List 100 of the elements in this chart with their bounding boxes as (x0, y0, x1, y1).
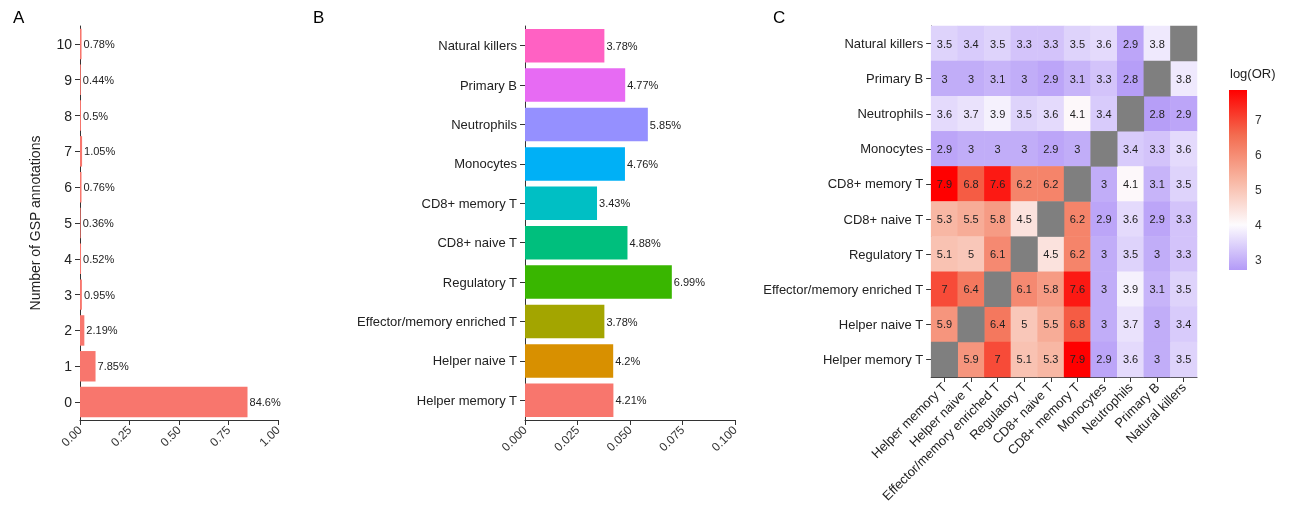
data-label: 3 (1021, 72, 1028, 85)
data-label: 3.1 (989, 72, 1006, 85)
data-label: 3.3 (1176, 213, 1192, 226)
data-label: 5.85% (649, 118, 682, 131)
y-tick-label: Monocytes (454, 156, 518, 172)
data-label: 3.1 (1149, 177, 1165, 190)
data-label: 3.3 (1096, 72, 1112, 85)
y-tick-label: 5 (64, 215, 73, 231)
data-label: 7.9 (936, 177, 953, 190)
y-tick-label: 8 (64, 107, 73, 124)
data-label: 3.5 (1176, 177, 1192, 190)
y-tick-label: Natural killers (438, 38, 518, 54)
data-label: 3.6 (1043, 107, 1059, 120)
y-tick-label: 10 (56, 35, 73, 52)
data-label: 6.4 (963, 283, 979, 296)
data-label: 3 (967, 72, 975, 85)
data-label: 3.4 (963, 37, 979, 50)
y-tick-label: Helper naive T (838, 316, 924, 332)
y-tick-label: 4 (64, 250, 73, 267)
data-label: 5.1 (1016, 353, 1032, 366)
data-label: 3 (1100, 248, 1108, 261)
x-tick-label: 0.25 (108, 422, 135, 450)
data-label: 7.9 (1069, 353, 1086, 366)
data-label: 2.9 (1176, 107, 1192, 120)
data-label: 3 (1154, 318, 1161, 331)
data-label: 0.36% (82, 217, 115, 229)
data-label: 3.5 (1122, 248, 1139, 261)
data-label: 6.2 (1016, 177, 1032, 190)
y-tick-label: Regulatory T (442, 274, 518, 290)
data-label: 6.2 (1043, 177, 1059, 190)
color-bar-label: 7 (1255, 113, 1262, 128)
data-label: 3 (1154, 353, 1161, 366)
y-tick-label: Primary B (866, 71, 924, 87)
data-label: 3 (941, 72, 948, 85)
y-tick-label: Effector/memory enriched T (357, 314, 518, 329)
text: C (773, 8, 786, 27)
data-label: 6.8 (963, 177, 979, 190)
data-label: 3.5 (936, 37, 953, 50)
data-label: 4.88% (629, 236, 661, 249)
y-tick-label: Natural killers (844, 36, 924, 52)
data-label: 3.3 (1149, 142, 1165, 155)
y-tick-label: 9 (64, 71, 73, 88)
data-label: 3.5 (1176, 353, 1192, 366)
y-tick-label: CD8+ naive T (843, 211, 924, 227)
data-label: 3.5 (1176, 283, 1192, 296)
data-label: 2.9 (1043, 142, 1059, 155)
y-tick-label: 2 (64, 322, 73, 339)
data-label: 5.9 (963, 353, 979, 366)
y-tick-label: CD8+ memory T (421, 195, 518, 211)
data-label: 0.76% (83, 181, 115, 194)
data-label: 7 (994, 353, 1001, 366)
data-label: 3.6 (1122, 213, 1139, 226)
data-label: 3.5 (1069, 37, 1086, 50)
y-tick-label: 3 (64, 286, 73, 303)
data-label: 6.99% (673, 276, 706, 289)
data-label: 7.6 (1069, 283, 1086, 296)
data-label: 7.6 (989, 177, 1006, 190)
data-label: 3.4 (1122, 142, 1139, 155)
data-label: 5.5 (1043, 318, 1059, 331)
data-label: 2.19% (86, 324, 118, 337)
data-label: 7.85% (97, 360, 129, 373)
data-label: 6.2 (1069, 213, 1086, 226)
data-label: 0.52% (83, 252, 115, 265)
data-label: 5.5 (963, 213, 979, 226)
data-label: 3.1 (1069, 72, 1086, 85)
chart-title: A (13, 8, 25, 27)
color-bar-label: 6 (1255, 148, 1262, 163)
y-tick-label: CD8+ naive T (437, 235, 518, 251)
data-label: 2.8 (1122, 72, 1139, 85)
data-label: 2.9 (1096, 213, 1112, 226)
data-label: 3.4 (1176, 318, 1192, 331)
data-label: 4.21% (615, 394, 647, 407)
data-label: 3.6 (936, 107, 953, 120)
data-label: 5.3 (1043, 353, 1059, 366)
data-label: 3.4 (1096, 107, 1112, 120)
data-label: 3 (1074, 142, 1081, 155)
data-label: 5.9 (936, 318, 953, 331)
data-label: 3.8 (1176, 72, 1192, 85)
data-label: 3.8 (1149, 37, 1165, 50)
data-label: 3.3 (1043, 37, 1059, 50)
y-tick-label: 7 (64, 143, 73, 160)
data-label: 3.3 (1176, 248, 1192, 261)
y-tick-label: Helper memory T (822, 351, 924, 367)
data-label: 0.95% (83, 288, 116, 301)
y-tick-label: 6 (64, 179, 73, 196)
data-label: 3.3 (1016, 37, 1032, 50)
data-label: 4.5 (1016, 213, 1032, 226)
x-tick-label: 0.75 (207, 422, 234, 450)
data-label: 3.9 (989, 107, 1006, 120)
data-label: 5.3 (936, 213, 953, 226)
data-label: 0.5% (82, 109, 109, 122)
y-tick-label: CD8+ memory T (827, 176, 924, 192)
data-label: 3 (1100, 318, 1108, 331)
data-label: 4.1 (1069, 107, 1086, 120)
data-label: 3 (967, 142, 975, 155)
data-label: 4.1 (1122, 177, 1139, 190)
data-label: 3 (1100, 177, 1108, 190)
y-tick-label: Regulatory T (848, 246, 924, 262)
text: B (313, 8, 325, 27)
y-tick-label: Neutrophils (857, 106, 924, 122)
